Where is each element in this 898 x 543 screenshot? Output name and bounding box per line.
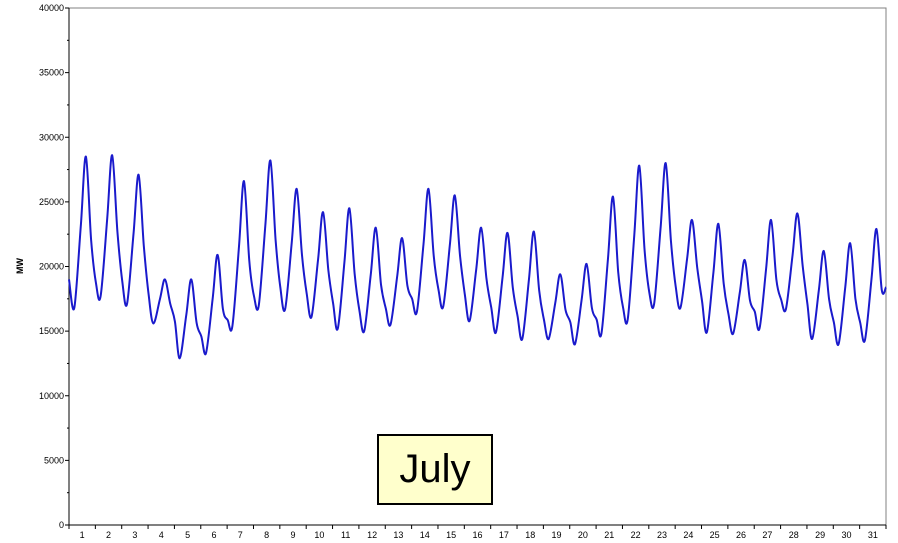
x-tick-label: 7: [238, 530, 243, 540]
x-tick-label: 1: [80, 530, 85, 540]
x-tick-label: 28: [789, 530, 799, 540]
y-tick-label: 5000: [44, 455, 64, 465]
y-tick-label: 35000: [39, 68, 64, 78]
x-tick-label: 13: [393, 530, 403, 540]
x-tick-label: 19: [552, 530, 562, 540]
y-tick-label: 25000: [39, 197, 64, 207]
x-tick-label: 29: [815, 530, 825, 540]
x-tick-label: 6: [211, 530, 216, 540]
x-tick-label: 24: [683, 530, 693, 540]
x-tick-label: 10: [314, 530, 324, 540]
x-tick-label: 8: [264, 530, 269, 540]
x-tick-label: 15: [446, 530, 456, 540]
series-line: [68, 154, 887, 360]
x-tick-label: 18: [525, 530, 535, 540]
x-tick-label: 17: [499, 530, 509, 540]
x-tick-label: 25: [710, 530, 720, 540]
x-tick-label: 3: [132, 530, 137, 540]
x-tick-label: 4: [159, 530, 164, 540]
y-tick-label: 30000: [39, 132, 64, 142]
x-tick-label: 26: [736, 530, 746, 540]
x-axis-ticks: 1 2 3 4 5 6 7 8 9 10 11 12 13 14 15 16 17 18 19 20 21 22 23 24 2…: [68, 525, 887, 540]
x-tick-label: 2: [106, 530, 111, 540]
y-tick-label: 0: [59, 520, 64, 530]
x-tick-label: 5: [185, 530, 190, 540]
x-tick-label: 31: [868, 530, 878, 540]
month-annotation: July: [399, 447, 471, 491]
x-tick-label: 16: [472, 530, 482, 540]
y-axis-label: MW: [15, 258, 25, 274]
x-tick-label: 21: [604, 530, 614, 540]
y-tick-label: 10000: [39, 391, 64, 401]
x-tick-label: 20: [578, 530, 588, 540]
y-tick-label: 15000: [39, 326, 64, 336]
x-tick-label: 22: [631, 530, 641, 540]
x-tick-label: 12: [367, 530, 377, 540]
x-tick-label: 11: [341, 530, 350, 540]
y-axis-ticks: 0 5000 10000 15000 20000 25000 30000 35000 40000: [39, 3, 69, 530]
month-annotation-box: July: [377, 434, 493, 505]
y-tick-label: 40000: [39, 3, 64, 13]
x-tick-label: 23: [657, 530, 667, 540]
y-tick-label: 20000: [39, 262, 64, 272]
x-tick-label: 27: [762, 530, 772, 540]
x-tick-label: 30: [841, 530, 851, 540]
x-tick-label: 9: [291, 530, 296, 540]
x-tick-label: 14: [420, 530, 430, 540]
